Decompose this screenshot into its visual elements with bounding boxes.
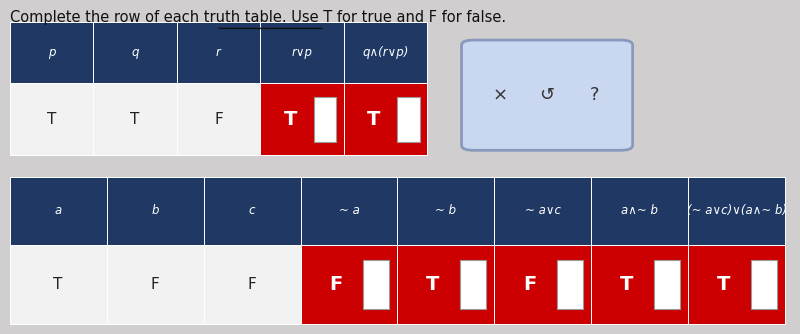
FancyBboxPatch shape bbox=[260, 22, 344, 83]
FancyBboxPatch shape bbox=[494, 177, 591, 244]
FancyBboxPatch shape bbox=[10, 244, 106, 324]
FancyBboxPatch shape bbox=[362, 260, 389, 309]
Text: T: T bbox=[717, 275, 730, 294]
Text: c: c bbox=[249, 204, 255, 217]
FancyBboxPatch shape bbox=[301, 244, 398, 324]
FancyBboxPatch shape bbox=[260, 83, 344, 155]
FancyBboxPatch shape bbox=[314, 97, 336, 142]
Text: ×: × bbox=[493, 86, 507, 104]
FancyBboxPatch shape bbox=[398, 177, 494, 244]
Text: a∧~ b: a∧~ b bbox=[622, 204, 658, 217]
FancyBboxPatch shape bbox=[93, 22, 177, 83]
Text: T: T bbox=[426, 275, 439, 294]
Text: ~ b: ~ b bbox=[435, 204, 457, 217]
FancyBboxPatch shape bbox=[557, 260, 582, 309]
Text: ↺: ↺ bbox=[539, 86, 554, 104]
FancyBboxPatch shape bbox=[203, 244, 301, 324]
Text: p: p bbox=[47, 46, 55, 59]
Text: b: b bbox=[151, 204, 158, 217]
FancyBboxPatch shape bbox=[106, 177, 203, 244]
FancyBboxPatch shape bbox=[10, 177, 106, 244]
Text: T: T bbox=[367, 110, 381, 129]
Text: ~ a: ~ a bbox=[338, 204, 359, 217]
Text: F: F bbox=[214, 112, 223, 127]
Text: F: F bbox=[329, 275, 342, 294]
FancyBboxPatch shape bbox=[10, 83, 93, 155]
Text: F: F bbox=[522, 275, 536, 294]
FancyBboxPatch shape bbox=[10, 22, 93, 83]
FancyBboxPatch shape bbox=[689, 177, 786, 244]
FancyBboxPatch shape bbox=[462, 40, 633, 150]
Text: a: a bbox=[54, 204, 62, 217]
FancyBboxPatch shape bbox=[689, 244, 786, 324]
Text: Complete the row of each truth table. Use T for true and F for false.: Complete the row of each truth table. Us… bbox=[10, 10, 506, 25]
FancyBboxPatch shape bbox=[177, 22, 260, 83]
FancyBboxPatch shape bbox=[301, 177, 398, 244]
Text: r∨p: r∨p bbox=[291, 46, 313, 59]
FancyBboxPatch shape bbox=[344, 83, 427, 155]
Text: q∧(r∨p): q∧(r∨p) bbox=[362, 46, 409, 59]
FancyBboxPatch shape bbox=[203, 177, 301, 244]
Text: T: T bbox=[54, 277, 62, 292]
FancyBboxPatch shape bbox=[344, 22, 427, 83]
FancyBboxPatch shape bbox=[106, 244, 203, 324]
Text: T: T bbox=[130, 112, 139, 127]
FancyBboxPatch shape bbox=[177, 83, 260, 155]
FancyBboxPatch shape bbox=[494, 244, 591, 324]
FancyBboxPatch shape bbox=[654, 260, 680, 309]
Text: T: T bbox=[46, 112, 56, 127]
Text: T: T bbox=[620, 275, 633, 294]
FancyBboxPatch shape bbox=[398, 97, 420, 142]
Text: q: q bbox=[131, 46, 138, 59]
Text: F: F bbox=[248, 277, 256, 292]
FancyBboxPatch shape bbox=[750, 260, 777, 309]
Text: T: T bbox=[284, 110, 297, 129]
FancyBboxPatch shape bbox=[398, 244, 494, 324]
FancyBboxPatch shape bbox=[591, 244, 689, 324]
FancyBboxPatch shape bbox=[93, 83, 177, 155]
Text: ~ a∨c: ~ a∨c bbox=[525, 204, 561, 217]
FancyBboxPatch shape bbox=[459, 260, 486, 309]
Text: ?: ? bbox=[590, 86, 599, 104]
Text: (~ a∨c)∨(a∧~ b): (~ a∨c)∨(a∧~ b) bbox=[687, 204, 787, 217]
FancyBboxPatch shape bbox=[591, 177, 689, 244]
Text: F: F bbox=[150, 277, 159, 292]
Text: r: r bbox=[216, 46, 221, 59]
